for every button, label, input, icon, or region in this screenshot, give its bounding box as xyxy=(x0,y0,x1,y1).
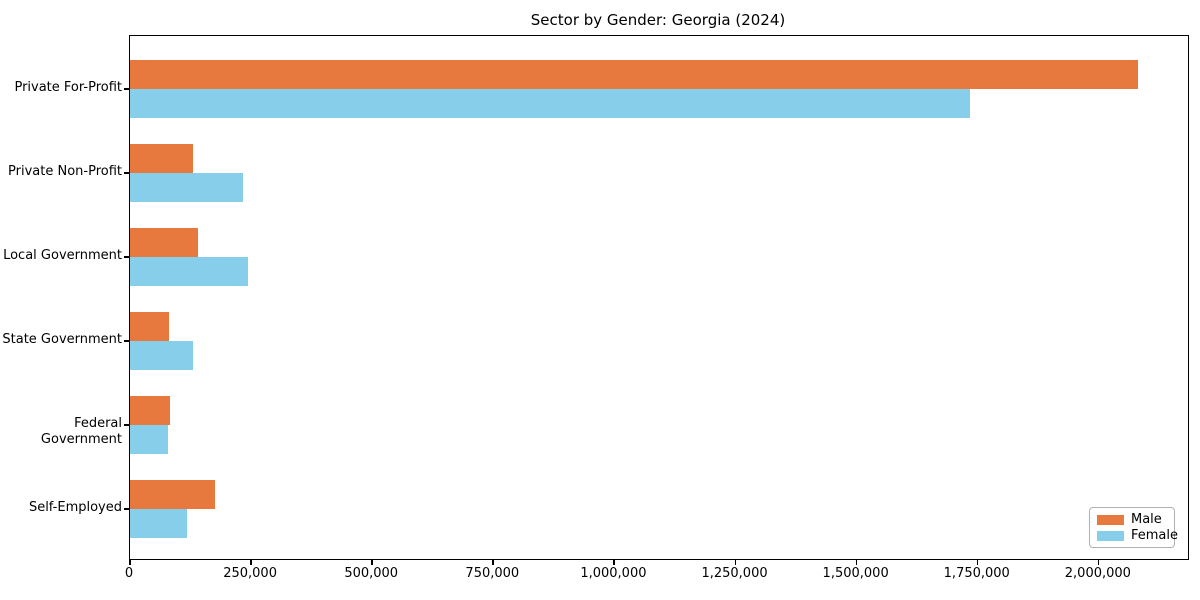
x-tick-label-2-000-000: 2,000,000 xyxy=(1064,566,1131,581)
x-axis-tick xyxy=(492,560,494,565)
y-tick-label-private-for-profit: Private For-Profit xyxy=(14,80,122,95)
y-tick-label-federal-government: Federal Government xyxy=(40,416,122,447)
bar-female-federal-government xyxy=(130,425,169,454)
male-legend-swatch-icon xyxy=(1097,514,1124,525)
legend-item-female: Female xyxy=(1097,528,1178,543)
legend-label-male: Male xyxy=(1131,512,1162,527)
y-tick-label-private-non-profit: Private Non-Profit xyxy=(8,164,122,179)
bar-male-local-government xyxy=(130,228,198,257)
bar-female-local-government xyxy=(130,257,249,286)
bar-male-federal-government xyxy=(130,396,170,425)
x-axis-tick xyxy=(613,560,615,565)
chart-title: Sector by Gender: Georgia (2024) xyxy=(530,11,786,29)
y-axis-tick xyxy=(124,340,129,342)
female-legend-swatch-icon xyxy=(1097,530,1124,541)
y-tick-label-local-government: Local Government xyxy=(3,248,122,263)
x-axis-tick xyxy=(250,560,252,565)
x-tick-label-0: 0 xyxy=(124,566,134,581)
x-tick-label-1-000-000: 1,000,000 xyxy=(580,566,647,581)
bar-female-private-for-profit xyxy=(130,89,971,118)
x-axis-tick xyxy=(734,560,737,565)
bar-male-private-non-profit xyxy=(130,144,193,173)
y-axis-tick xyxy=(124,508,129,510)
y-tick-label-self-employed: Self-Employed xyxy=(28,500,122,515)
plot-area xyxy=(129,35,1189,560)
x-tick-label-1-750-000: 1,750,000 xyxy=(943,566,1010,581)
x-tick-label-500-000: 500,000 xyxy=(344,566,399,581)
bar-male-private-for-profit xyxy=(130,60,1138,89)
bar-female-state-government xyxy=(130,341,194,370)
x-axis-tick xyxy=(129,560,131,565)
legend-label-female: Female xyxy=(1131,528,1179,543)
x-axis-tick xyxy=(1097,560,1100,565)
bar-female-self-employed xyxy=(130,509,188,538)
legend: Male Female xyxy=(1089,507,1178,548)
y-tick-label-state-government: State Government xyxy=(2,332,122,347)
y-axis-tick xyxy=(124,256,129,258)
bar-male-state-government xyxy=(130,312,169,341)
x-tick-label-1-500-000: 1,500,000 xyxy=(822,566,889,581)
y-axis-tick xyxy=(124,424,129,426)
x-tick-label-250-000: 250,000 xyxy=(223,566,277,581)
x-axis-tick xyxy=(976,560,979,565)
x-axis-tick xyxy=(371,560,373,565)
x-tick-label-750-000: 750,000 xyxy=(465,566,520,581)
x-axis-tick xyxy=(855,560,858,565)
legend-item-male: Male xyxy=(1097,512,1167,527)
bar-male-self-employed xyxy=(130,480,216,509)
y-axis-tick xyxy=(124,172,129,174)
y-axis-tick xyxy=(124,88,129,90)
bar-female-private-non-profit xyxy=(130,173,243,202)
x-tick-label-1-250-000: 1,250,000 xyxy=(701,566,768,581)
